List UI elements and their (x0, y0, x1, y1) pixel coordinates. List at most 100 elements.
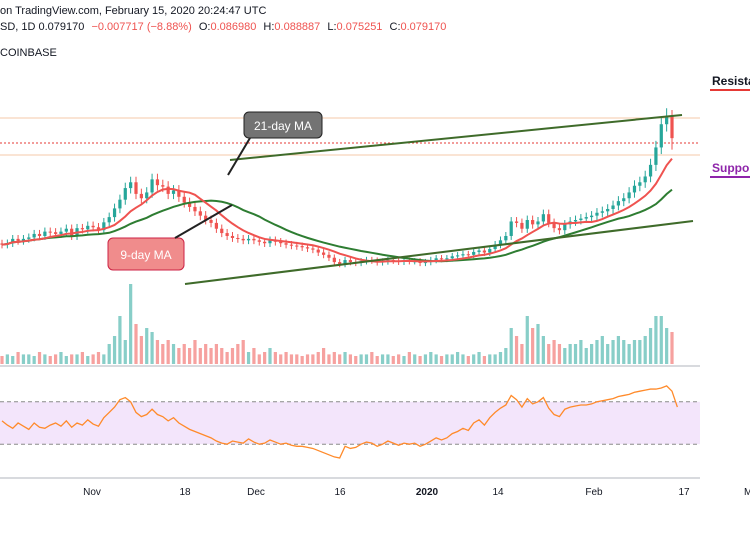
candle-body (59, 231, 63, 234)
rsi-band (0, 401, 700, 445)
candle-body (439, 258, 444, 260)
candle-body (488, 249, 492, 253)
candle (112, 203, 117, 222)
candle (536, 217, 540, 229)
volume-bar (273, 352, 277, 364)
candle-body (589, 215, 594, 218)
candle-body (525, 220, 529, 229)
volume-bar (187, 348, 192, 364)
volume-bar (118, 316, 122, 364)
candle (648, 158, 653, 183)
header-symbol-price: SD, 1D 0.079170 −0.007717 (−8.88%) O:0.0… (0, 21, 446, 33)
volume-bar (300, 356, 304, 364)
candle (150, 173, 154, 198)
volume-bar (547, 344, 551, 364)
volume-bar (11, 356, 15, 364)
candle-body (145, 192, 149, 199)
candle (193, 202, 197, 216)
volume-bar (246, 352, 251, 364)
candle-body (477, 250, 481, 252)
volume-bar (279, 354, 283, 364)
volume-bar (16, 352, 20, 364)
candle-body (70, 228, 74, 236)
volume-bar (32, 356, 36, 364)
header-title: on TradingView.com, February 15, 2020 20… (0, 5, 266, 17)
candle-body (107, 217, 111, 223)
candle (525, 215, 529, 233)
volume-bar (466, 356, 470, 364)
candle (504, 232, 508, 245)
candle-body (305, 247, 310, 249)
candle-body (123, 188, 127, 200)
volume-bar (595, 340, 599, 364)
volume-bar (252, 348, 256, 364)
header-low-label: L: (327, 21, 336, 33)
volume-bar (80, 352, 85, 364)
volume-bar (129, 284, 133, 364)
header-high-label: H: (263, 21, 274, 33)
candle-body (472, 251, 476, 255)
volume-bar (370, 352, 374, 364)
candle (659, 116, 663, 155)
candle-body (112, 208, 117, 218)
candle (21, 235, 26, 245)
volume-bar (616, 336, 621, 364)
exchange-label: COINBASE (0, 47, 57, 59)
candle-body (102, 222, 106, 231)
candle (268, 236, 272, 247)
candle-body (134, 182, 138, 194)
volume-bar (220, 348, 224, 364)
candle-body (482, 250, 487, 253)
candle (252, 235, 256, 245)
volume-bar (316, 352, 320, 364)
candle (589, 211, 594, 222)
candle (665, 108, 669, 132)
volume-bar (407, 352, 411, 364)
volume-bar (520, 344, 524, 364)
volume-bar (413, 354, 417, 364)
candle (177, 185, 181, 202)
candle (611, 200, 615, 214)
volume-bar (579, 340, 583, 364)
header-low: 0.075251 (337, 21, 383, 33)
volume-bar (263, 352, 267, 364)
volume-bar (606, 344, 610, 364)
volume-bar (600, 336, 604, 364)
volume-bar (123, 340, 127, 364)
volume-bar (450, 354, 454, 364)
candle (573, 215, 578, 226)
volume-bar (134, 324, 138, 364)
volume-bar (204, 344, 208, 364)
candle-body (584, 217, 588, 219)
candle-body (91, 225, 95, 228)
candle (214, 218, 219, 233)
candle-body (611, 205, 615, 209)
volume-bar (230, 348, 235, 364)
candle-body (321, 252, 326, 255)
ma21-callout-box (243, 111, 323, 139)
candle (638, 176, 642, 192)
candle-body (209, 220, 213, 223)
candle-body (654, 147, 658, 165)
candle (204, 211, 208, 225)
candle (622, 193, 626, 207)
candle-body (263, 241, 267, 244)
volume-bar (611, 340, 615, 364)
volume-bar (659, 316, 663, 364)
candle (316, 246, 320, 256)
volume-bar (568, 344, 572, 364)
volume-bar (161, 344, 165, 364)
candle (338, 258, 342, 268)
candle-body (536, 221, 540, 225)
candle-body (461, 254, 465, 256)
candle-body (230, 235, 235, 238)
candle-body (16, 238, 20, 241)
volume-bar (75, 354, 79, 364)
candle-body (531, 220, 535, 225)
volume-bar (171, 344, 176, 364)
candle (236, 234, 240, 243)
candle-body (316, 249, 320, 253)
volume-bar (257, 354, 261, 364)
candle (246, 235, 251, 245)
candle-body (665, 115, 669, 125)
